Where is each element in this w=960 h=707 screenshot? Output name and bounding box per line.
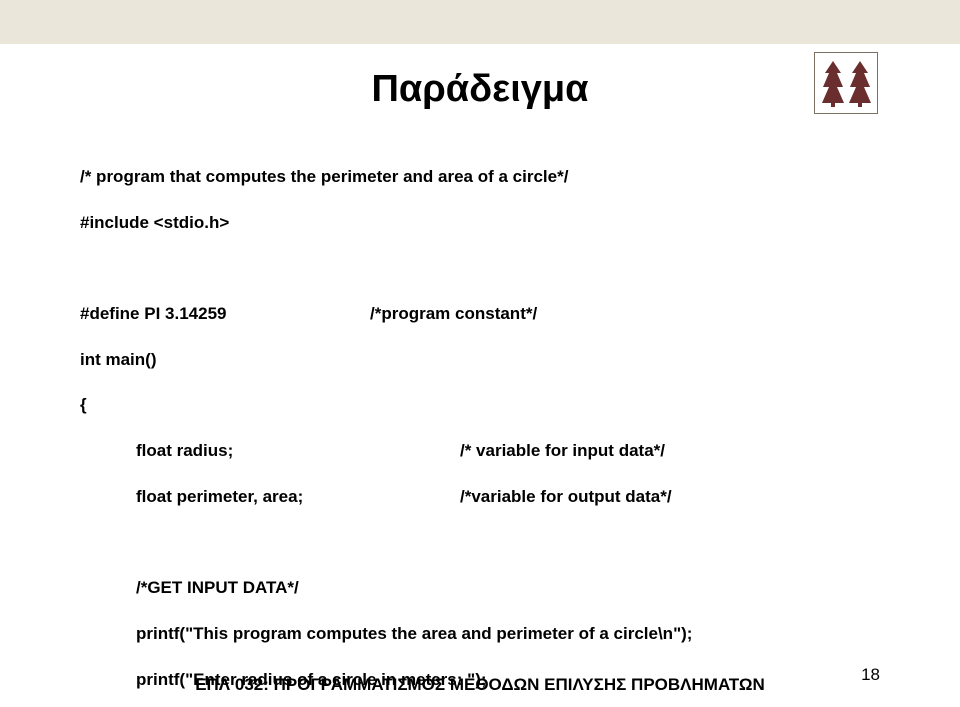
slide-content: Παράδειγμα /* program that computes the … <box>0 44 960 707</box>
code-line: float perimeter, area; /*variable for out… <box>80 486 880 509</box>
code-comment: /*program constant*/ <box>370 303 537 326</box>
footer-text: ΕΠΛ 032: ΠΡΟΓΡΑΜΜΑΤΙΣΜΟΣ ΜΕΘΟΔΩΝ ΕΠΙΛΥΣΗ… <box>0 675 960 695</box>
header-band <box>0 0 960 44</box>
leaf-logo <box>814 52 878 114</box>
code-block: /* program that computes the perimeter a… <box>80 143 880 707</box>
code-line: printf("This program computes the area a… <box>80 623 880 646</box>
code-line <box>80 532 880 554</box>
code-line: /* program that computes the perimeter a… <box>80 166 880 189</box>
code-comment: /*variable for output data*/ <box>460 486 672 509</box>
page-number: 18 <box>861 665 880 685</box>
code-line: /*GET INPUT DATA*/ <box>80 577 880 600</box>
header-band-left <box>0 0 80 44</box>
code-text: printf("This program computes the area a… <box>136 623 692 646</box>
code-text: float perimeter, area; <box>136 486 303 509</box>
code-text: float radius; <box>136 440 233 463</box>
code-line: #define PI 3.14259 /*program constant*/ <box>80 303 880 326</box>
code-comment: /* variable for input data*/ <box>460 440 665 463</box>
slide-title: Παράδειγμα <box>80 68 880 111</box>
code-text: #define PI 3.14259 <box>80 304 226 323</box>
code-text: /*GET INPUT DATA*/ <box>136 577 299 600</box>
code-line: float radius; /* variable for input data*… <box>80 440 880 463</box>
code-line <box>80 258 880 280</box>
code-line: int main() <box>80 349 880 372</box>
code-line: #include <stdio.h> <box>80 212 880 235</box>
code-line: { <box>80 394 880 417</box>
header-band-right <box>80 0 960 44</box>
